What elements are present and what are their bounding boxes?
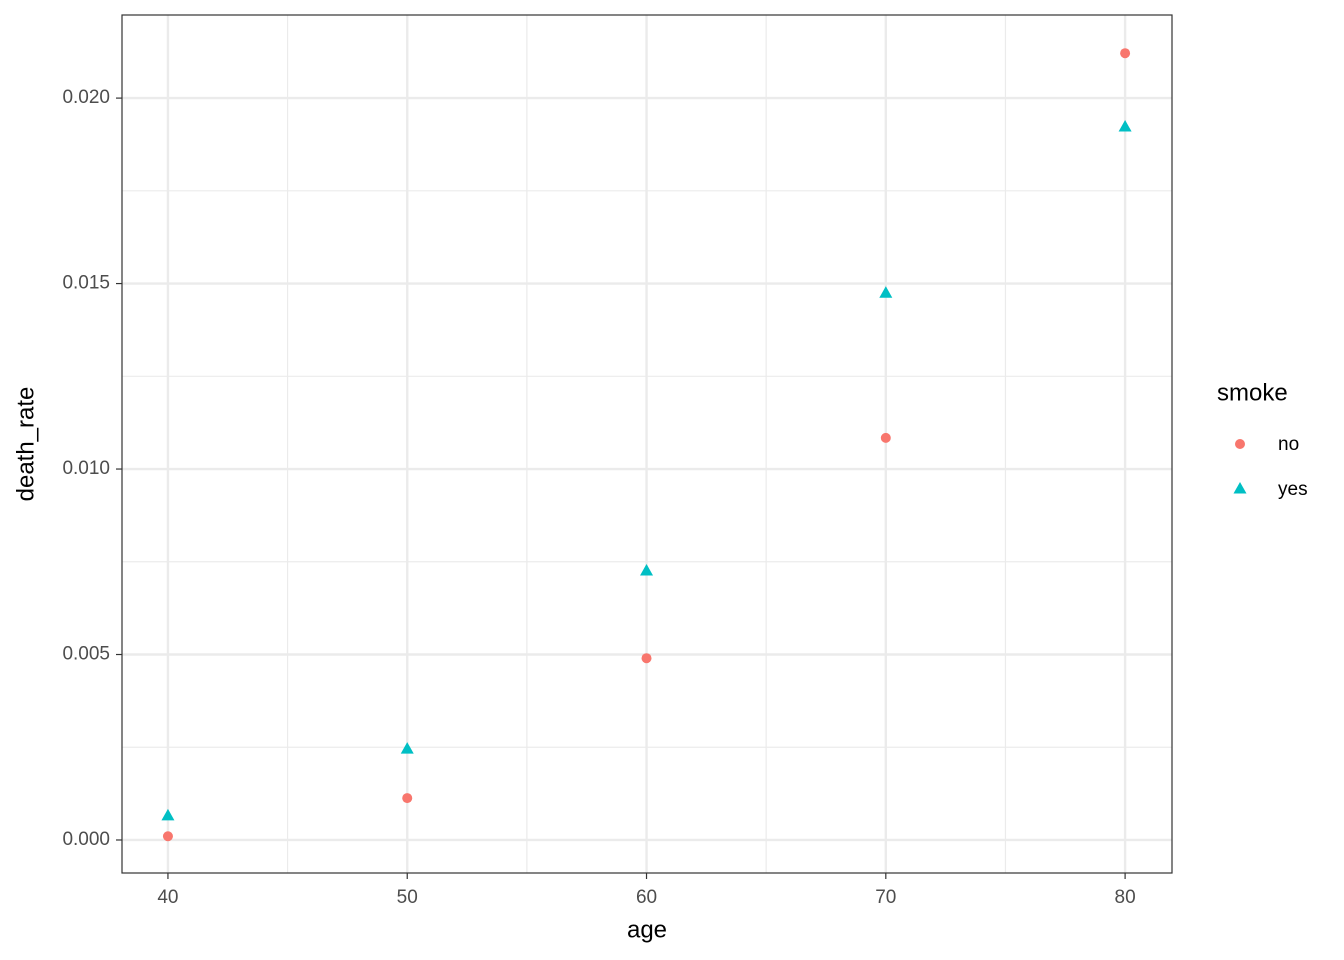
point — [879, 286, 893, 298]
panel-border — [121, 14, 1173, 874]
point — [402, 793, 413, 804]
x-tick-label: 60 — [636, 887, 657, 908]
point — [641, 653, 652, 664]
point — [161, 808, 175, 821]
point — [1118, 120, 1132, 132]
y-tick-label: 0.015 — [62, 273, 110, 294]
y-tick-label: 0.020 — [62, 87, 110, 108]
legend-label: no — [1278, 434, 1299, 455]
legend-key — [1235, 439, 1245, 449]
point — [400, 742, 414, 754]
x-axis-title: age — [627, 916, 667, 943]
x-tick-label: 40 — [157, 887, 178, 908]
point — [1120, 48, 1131, 59]
legend-title: smoke — [1217, 379, 1288, 406]
point — [640, 564, 654, 576]
point — [162, 831, 173, 842]
legend-label: yes — [1278, 479, 1308, 500]
x-tick-label: 70 — [875, 887, 896, 908]
point — [880, 432, 891, 443]
x-tick-label: 80 — [1115, 887, 1136, 908]
y-axis-title: death_rate — [12, 387, 39, 502]
y-tick-label: 0.005 — [62, 644, 110, 665]
y-tick-label: 0.000 — [62, 829, 110, 850]
legend-key — [1233, 482, 1247, 494]
y-tick-label: 0.010 — [62, 458, 110, 479]
x-tick-label: 50 — [397, 887, 418, 908]
